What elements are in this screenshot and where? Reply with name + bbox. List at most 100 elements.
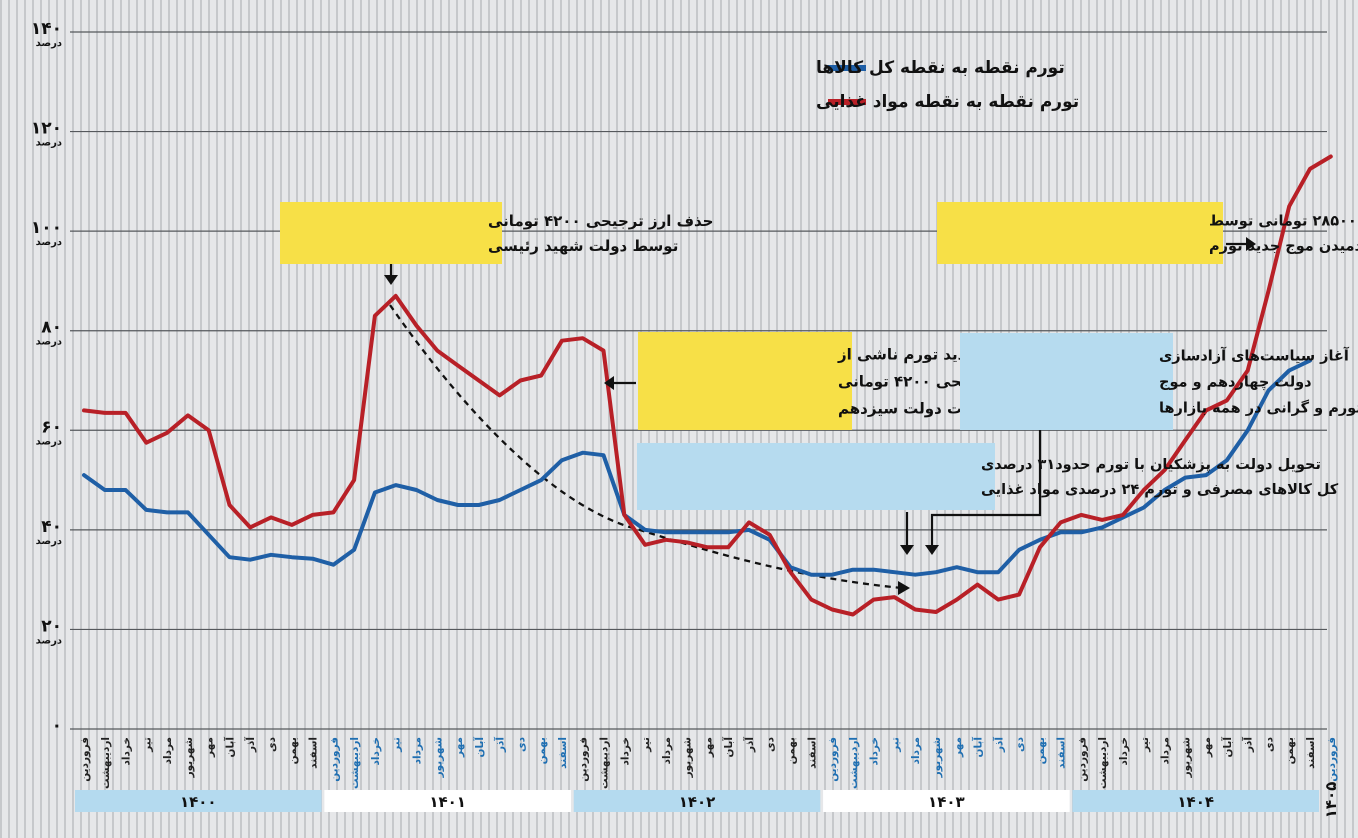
month-label: خرداد — [370, 737, 382, 765]
stripe — [304, 0, 306, 838]
month-label: اردیبهشت — [100, 737, 112, 789]
month-label: اسفند — [308, 737, 320, 769]
stripe — [392, 0, 394, 838]
month-label: مرداد — [910, 737, 922, 764]
stripe — [320, 0, 322, 838]
year-label: ۱۴۰۱ — [429, 793, 466, 811]
gridlines — [70, 31, 1327, 730]
annotations: حذف ارز ترجیحی ۴۲۰۰ تومانی توسط دولت شهید… — [280, 202, 1358, 555]
stripe — [528, 0, 530, 838]
stripe — [336, 0, 338, 838]
year-label: ۱۴۰۳ — [928, 793, 965, 811]
annotation-text: تورم و گرانی در همه بازارها — [1159, 399, 1358, 417]
month-label: آذر — [1242, 737, 1255, 753]
annotation-text: توسط دولت شهید رئیسی — [488, 237, 678, 255]
stripe — [448, 0, 450, 838]
month-label: اردیبهشت — [349, 737, 361, 789]
year-box — [75, 790, 322, 812]
stripe — [408, 0, 410, 838]
legend-swatch — [828, 65, 866, 71]
legend-label: تورم نقطه به نقطه مواد غذایی — [816, 92, 1079, 112]
stripe — [904, 0, 906, 838]
stripe — [1176, 0, 1178, 838]
stripe — [912, 0, 914, 838]
stripe — [72, 0, 74, 838]
y-unit-label: درصد — [36, 635, 62, 646]
stripe — [856, 0, 858, 838]
stripe — [488, 0, 490, 838]
arrowhead — [900, 545, 914, 555]
annotation-box — [960, 333, 1173, 430]
stripe — [256, 0, 258, 838]
stripe — [176, 0, 178, 838]
stripe — [864, 0, 866, 838]
month-label: مرداد — [411, 737, 423, 764]
month-label: اسفند — [1056, 737, 1068, 769]
stripe — [1336, 0, 1338, 838]
y-axis: ۰۲۰درصد۴۰درصد۶۰درصد۸۰درصد۱۰۰درصد۱۲۰درصد۱… — [31, 19, 62, 736]
month-label: آبان — [473, 737, 486, 758]
month-label: شهریور — [183, 737, 195, 778]
stripe — [560, 0, 562, 838]
stripe — [112, 0, 114, 838]
stripe — [1184, 0, 1186, 838]
month-label: خرداد — [1118, 737, 1130, 765]
stripe — [944, 0, 946, 838]
month-label: شهریور — [1180, 737, 1192, 778]
month-label: فروردین — [827, 737, 839, 782]
month-label: آذر — [244, 737, 257, 753]
stripe — [1312, 0, 1314, 838]
stripe — [352, 0, 354, 838]
x-axis: فروردین اردیبهشت خرداد تیر مرداد شهریور مهر آبا… — [75, 736, 1340, 818]
annotation-text: دولت چهاردهم و دمیدن موج جدید تورم — [1209, 239, 1358, 255]
stripe — [264, 0, 266, 838]
y-tick-label: ۰ — [52, 716, 62, 736]
connector-line — [930, 430, 1042, 545]
annotation-text: آغاز سیاست‌های آزادسازی — [1159, 347, 1350, 365]
stripe — [144, 0, 146, 838]
stripe — [88, 0, 90, 838]
arrowhead — [384, 275, 398, 285]
stripe — [248, 0, 250, 838]
month-label: شهریور — [931, 737, 943, 778]
month-label: فروردین — [1326, 737, 1338, 782]
stripe — [16, 0, 18, 838]
y-unit-label: درصد — [36, 337, 62, 348]
month-label: اسفند — [557, 737, 569, 769]
stripe — [168, 0, 170, 838]
year-label: ۱۴۰۴ — [1177, 793, 1214, 811]
month-label: مهر — [952, 737, 964, 758]
month-label: فروردین — [328, 737, 340, 782]
month-label: دی — [1263, 736, 1275, 752]
annotation-box — [937, 202, 1223, 264]
month-label: دی — [765, 736, 777, 752]
y-unit-label: درصد — [36, 436, 62, 447]
stripe — [1216, 0, 1218, 838]
stripe — [376, 0, 378, 838]
month-label: اردیبهشت — [1097, 737, 1109, 789]
stripe — [472, 0, 474, 838]
stripe — [576, 0, 578, 838]
month-label: آذر — [743, 737, 756, 753]
stripe — [1248, 0, 1250, 838]
stripe — [1352, 0, 1354, 838]
stripe — [64, 0, 66, 838]
month-label: اردیبهشت — [599, 737, 611, 789]
trend-arrow — [389, 304, 910, 595]
annotation-text: دولت چهاردهم و موج — [1159, 375, 1312, 391]
stripe — [432, 0, 434, 838]
y-tick-label: ۱۲۰ — [31, 119, 62, 139]
year-label: ۱۴۰۰ — [180, 793, 217, 811]
month-label: شهریور — [432, 737, 444, 778]
stripe — [520, 0, 522, 838]
y-tick-label: ۴۰ — [41, 517, 62, 537]
stripe — [584, 0, 586, 838]
stripe — [880, 0, 882, 838]
stripe — [136, 0, 138, 838]
year-box — [573, 790, 821, 812]
legend: تورم نقطه به نقطه کل کالاها تورم نقطه به … — [816, 58, 1079, 112]
stripe — [1264, 0, 1266, 838]
month-label: آبان — [223, 737, 236, 758]
stripe — [928, 0, 930, 838]
